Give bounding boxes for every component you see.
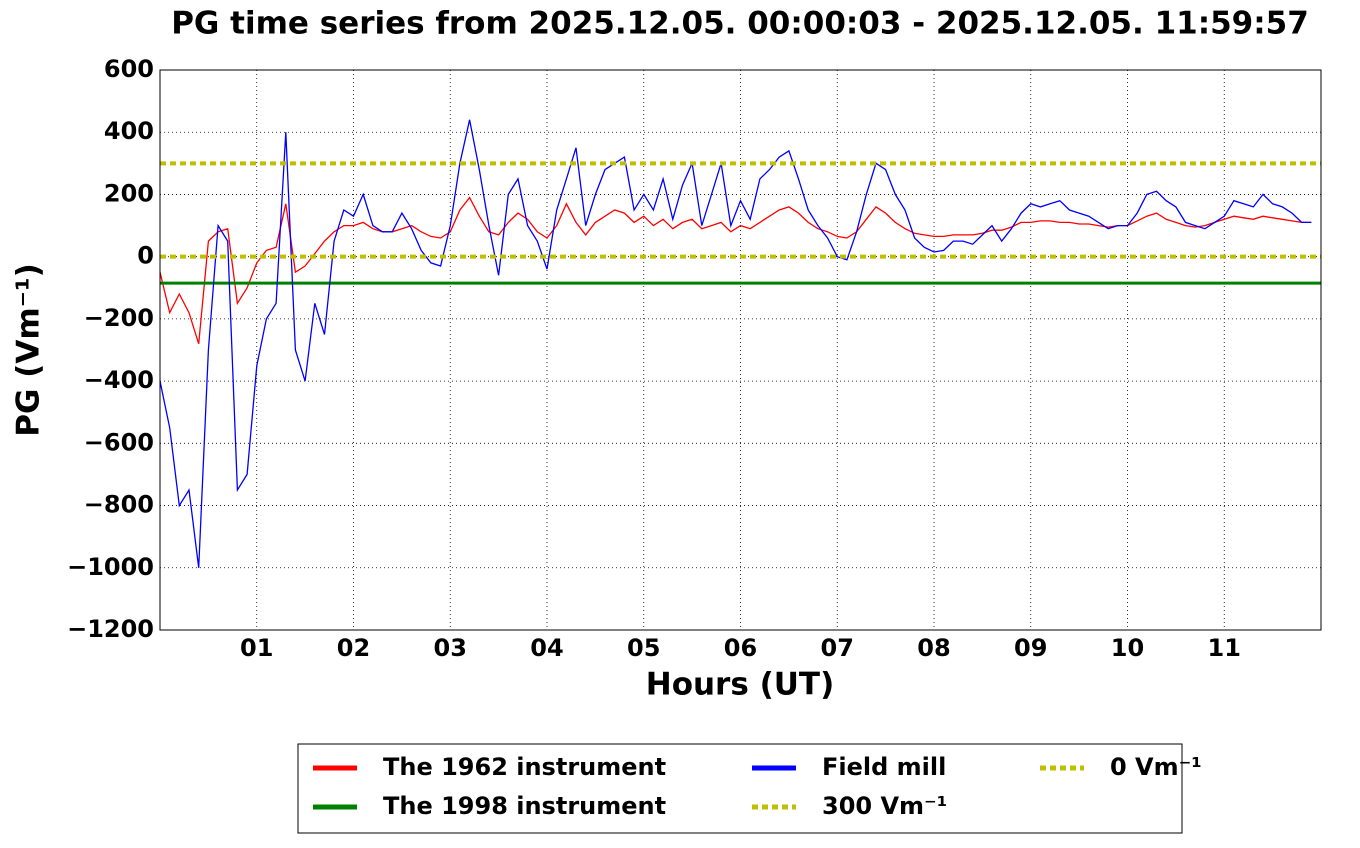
x-tick-label: 02 <box>337 634 370 662</box>
x-tick-label: 08 <box>917 634 950 662</box>
x-tick-label: 03 <box>434 634 467 662</box>
y-tick-label: −600 <box>84 428 154 456</box>
y-tick-label: −200 <box>84 304 154 332</box>
y-tick-label: 600 <box>104 55 154 83</box>
series-line <box>159 119 1312 568</box>
x-tick-label: 06 <box>724 634 757 662</box>
y-tick-label: 200 <box>104 179 154 207</box>
x-tick-label: 11 <box>1208 634 1241 662</box>
chart-title: PG time series from 2025.12.05. 00:00:03… <box>171 6 1309 42</box>
y-tick-label: −400 <box>84 366 154 394</box>
y-axis-label: PG (Vm⁻¹) <box>11 263 47 437</box>
x-axis-label: Hours (UT) <box>646 667 835 703</box>
plot-frame <box>159 69 1322 631</box>
x-tick-label: 01 <box>240 634 273 662</box>
x-tick-label: 07 <box>821 634 854 662</box>
legend-label: Field mill <box>822 753 946 781</box>
y-tick-label: −1000 <box>67 553 154 581</box>
y-tick-label: 400 <box>104 117 154 145</box>
y-tick-label: −1200 <box>67 615 154 643</box>
legend-box <box>297 743 1183 834</box>
series-line <box>159 196 1312 344</box>
legend-label: The 1962 instrument <box>383 753 666 781</box>
legend-label: The 1998 instrument <box>383 792 666 820</box>
x-tick-label: 09 <box>1014 634 1047 662</box>
legend-label: 300 Vm⁻¹ <box>822 792 947 820</box>
x-tick-label: 10 <box>1111 634 1144 662</box>
legend-label: 0 Vm⁻¹ <box>1110 753 1202 781</box>
y-tick-label: 0 <box>137 242 154 270</box>
y-tick-label: −800 <box>84 491 154 519</box>
x-tick-label: 04 <box>530 634 563 662</box>
x-tick-label: 05 <box>627 634 660 662</box>
